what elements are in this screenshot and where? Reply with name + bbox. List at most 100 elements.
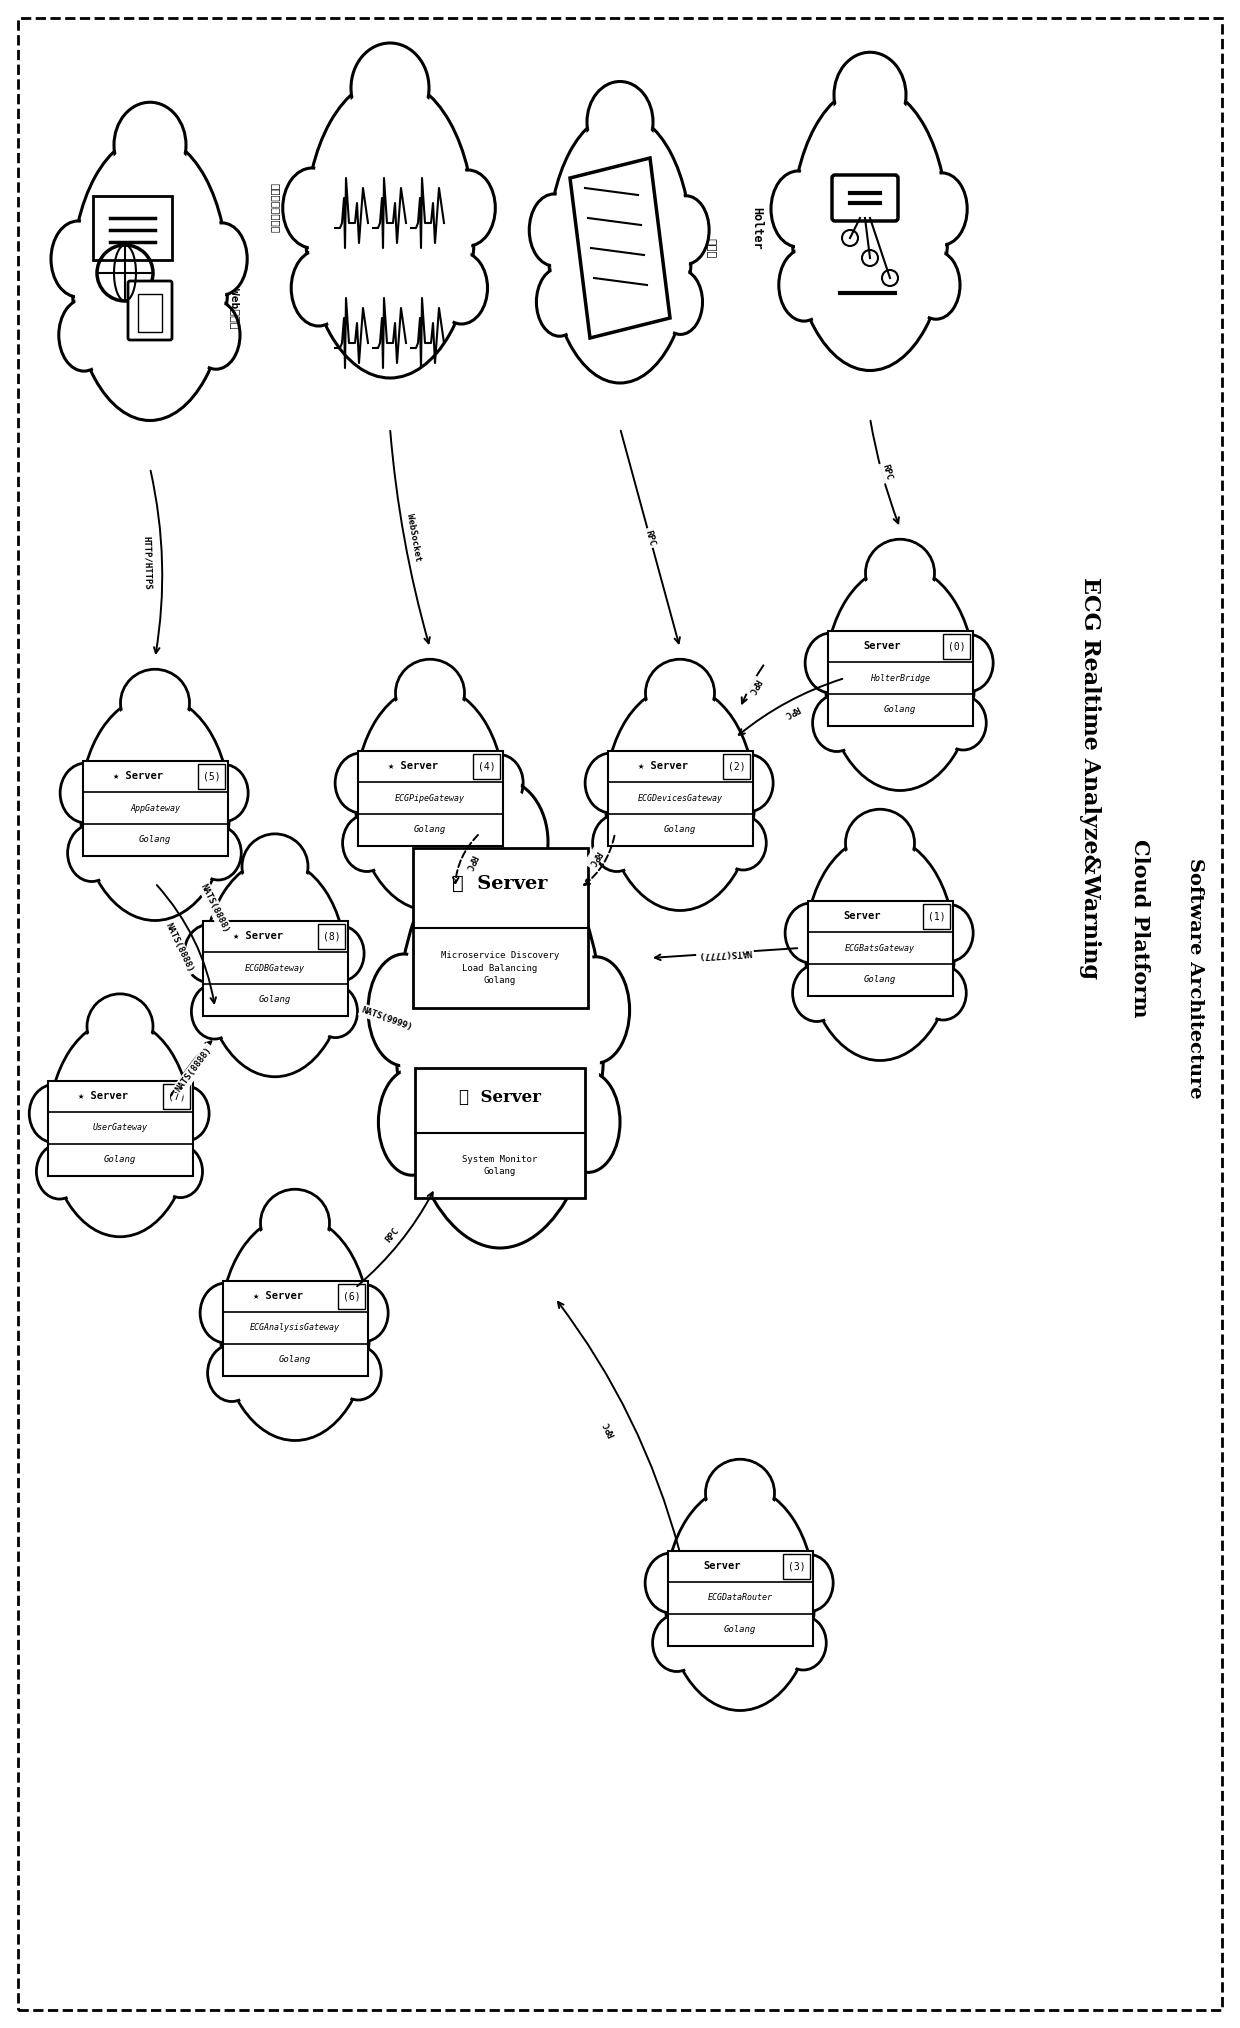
Ellipse shape: [48, 1020, 191, 1237]
Ellipse shape: [849, 813, 910, 872]
Ellipse shape: [650, 663, 711, 722]
Ellipse shape: [816, 698, 858, 748]
Text: ECGAnalysisGateway: ECGAnalysisGateway: [250, 1324, 340, 1332]
Text: (2): (2): [728, 760, 745, 771]
Ellipse shape: [663, 197, 709, 264]
Ellipse shape: [835, 53, 906, 138]
Ellipse shape: [396, 659, 465, 726]
Ellipse shape: [203, 1286, 249, 1338]
Ellipse shape: [588, 756, 634, 809]
Text: (0): (0): [947, 641, 965, 651]
Ellipse shape: [720, 815, 766, 870]
Text: UserGateway: UserGateway: [93, 1124, 148, 1132]
Ellipse shape: [346, 817, 388, 868]
Ellipse shape: [646, 659, 714, 726]
Text: RPC: RPC: [880, 464, 893, 481]
FancyBboxPatch shape: [942, 633, 970, 659]
Ellipse shape: [475, 754, 523, 811]
Ellipse shape: [595, 817, 639, 868]
FancyBboxPatch shape: [317, 923, 345, 949]
Text: (7): (7): [167, 1091, 185, 1101]
Text: ★  Server: ★ Server: [453, 874, 548, 892]
Ellipse shape: [792, 85, 949, 371]
Ellipse shape: [656, 1618, 698, 1669]
Ellipse shape: [200, 227, 244, 290]
Text: (3): (3): [787, 1562, 805, 1572]
Text: 心电仪: 心电仪: [706, 237, 715, 258]
Text: (8): (8): [322, 931, 340, 941]
Text: ★ Server: ★ Server: [388, 760, 438, 771]
Ellipse shape: [203, 769, 246, 817]
Ellipse shape: [645, 1553, 697, 1612]
Ellipse shape: [286, 172, 337, 243]
Ellipse shape: [30, 1085, 79, 1142]
Ellipse shape: [161, 1148, 200, 1194]
FancyBboxPatch shape: [47, 1081, 192, 1176]
Ellipse shape: [335, 752, 387, 813]
Ellipse shape: [358, 690, 502, 907]
Ellipse shape: [74, 140, 224, 416]
Ellipse shape: [114, 101, 186, 189]
Text: Golang: Golang: [884, 706, 916, 714]
Ellipse shape: [785, 902, 837, 963]
Text: NATS(8888): NATS(8888): [175, 1044, 215, 1093]
Ellipse shape: [396, 827, 604, 1247]
Ellipse shape: [372, 961, 435, 1059]
Text: RPC: RPC: [782, 704, 801, 720]
Ellipse shape: [200, 1284, 252, 1343]
Ellipse shape: [826, 566, 975, 791]
Ellipse shape: [355, 685, 505, 911]
Ellipse shape: [723, 819, 764, 866]
Ellipse shape: [779, 249, 830, 320]
Ellipse shape: [548, 114, 692, 383]
Ellipse shape: [435, 251, 487, 324]
Ellipse shape: [51, 221, 105, 296]
Ellipse shape: [552, 118, 688, 379]
Ellipse shape: [339, 756, 383, 809]
Ellipse shape: [567, 963, 625, 1057]
Ellipse shape: [195, 304, 237, 365]
Ellipse shape: [539, 272, 580, 333]
Ellipse shape: [221, 1215, 370, 1440]
Ellipse shape: [316, 988, 355, 1034]
FancyBboxPatch shape: [83, 760, 227, 856]
Ellipse shape: [309, 83, 471, 373]
Text: ECG Realtime Analyze&Warning: ECG Realtime Analyze&Warning: [1079, 578, 1101, 980]
Ellipse shape: [787, 1558, 831, 1608]
Text: ★ Server: ★ Server: [637, 760, 688, 771]
Ellipse shape: [808, 637, 854, 690]
Ellipse shape: [55, 225, 102, 292]
FancyBboxPatch shape: [827, 631, 972, 726]
Ellipse shape: [125, 673, 185, 732]
Text: Cloud Platform: Cloud Platform: [1130, 840, 1149, 1018]
Ellipse shape: [666, 201, 707, 260]
Ellipse shape: [587, 81, 653, 162]
Ellipse shape: [81, 696, 229, 921]
Ellipse shape: [780, 1616, 826, 1669]
Ellipse shape: [444, 174, 492, 241]
Text: System Monitor
Golang: System Monitor Golang: [463, 1154, 538, 1176]
Text: (4): (4): [477, 760, 495, 771]
Ellipse shape: [866, 539, 935, 606]
Text: ★  Server: ★ Server: [459, 1089, 541, 1105]
Ellipse shape: [339, 1349, 378, 1397]
Ellipse shape: [563, 957, 630, 1063]
Text: Golang: Golang: [724, 1624, 756, 1635]
Text: RPC: RPC: [587, 850, 603, 868]
Text: NATS(7777): NATS(7777): [698, 947, 753, 959]
Text: ECGPipeGateway: ECGPipeGateway: [396, 793, 465, 803]
Ellipse shape: [58, 298, 109, 371]
Ellipse shape: [191, 984, 238, 1038]
FancyBboxPatch shape: [337, 1284, 365, 1310]
Text: HolterBridge: HolterBridge: [870, 673, 930, 683]
Text: AppGateway: AppGateway: [130, 803, 180, 813]
Ellipse shape: [477, 758, 521, 807]
Ellipse shape: [203, 860, 346, 1077]
Ellipse shape: [401, 836, 600, 1241]
Text: RPC: RPC: [464, 854, 479, 872]
Ellipse shape: [340, 1284, 388, 1341]
Ellipse shape: [532, 199, 575, 262]
Text: RPC: RPC: [644, 529, 656, 548]
Ellipse shape: [556, 1071, 620, 1172]
Ellipse shape: [529, 195, 579, 266]
